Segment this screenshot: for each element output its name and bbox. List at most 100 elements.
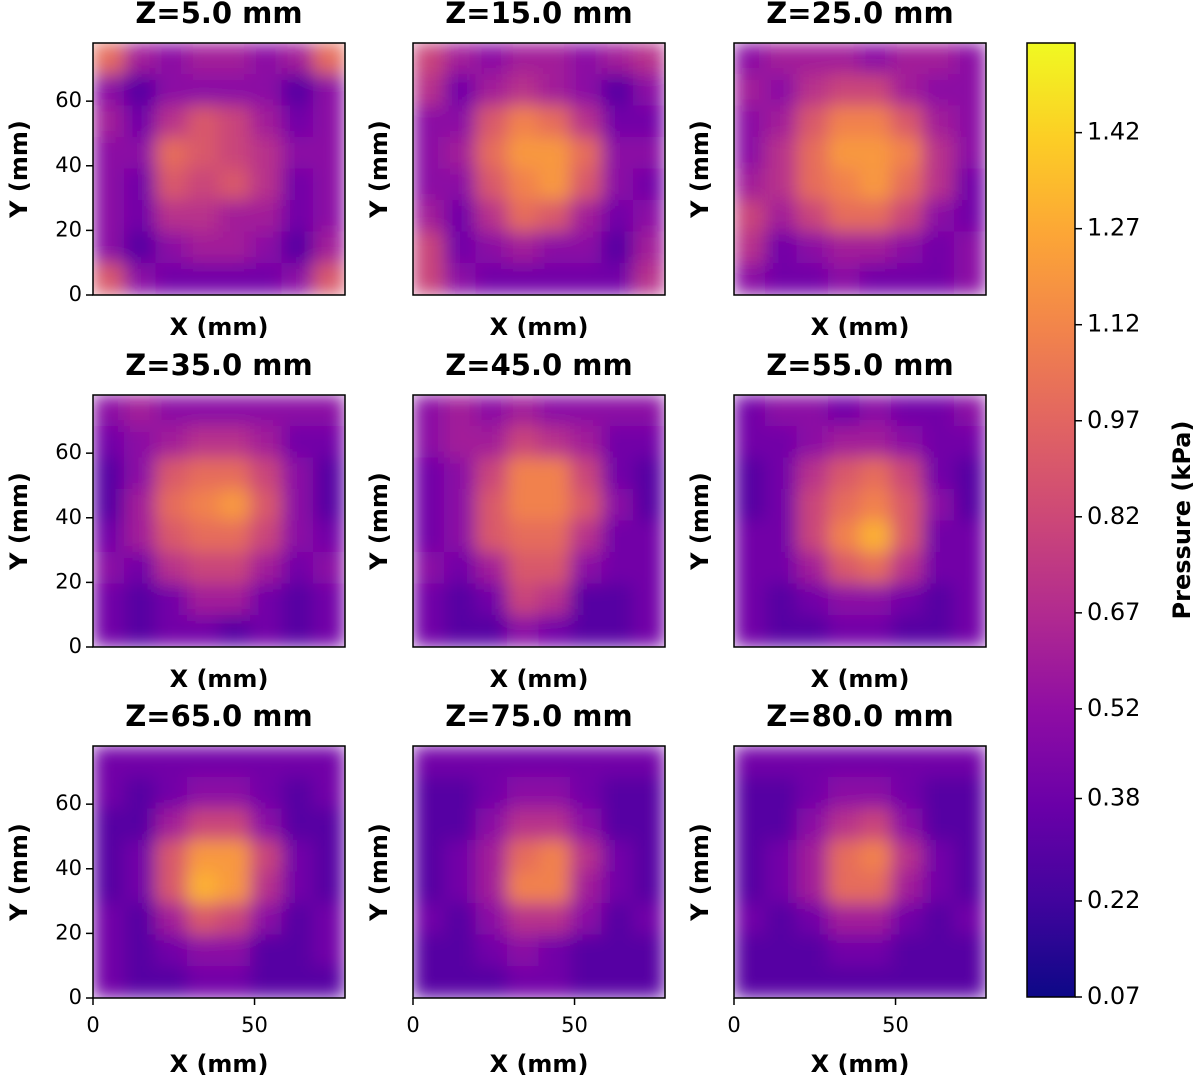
heat-cell — [413, 583, 445, 616]
heat-cell — [828, 105, 861, 138]
heat-cell — [891, 746, 924, 778]
heat-cell — [218, 583, 251, 616]
heat-cell — [281, 231, 314, 264]
heat-cell — [250, 871, 283, 904]
heat-cell — [954, 903, 986, 936]
heat-cell — [507, 934, 540, 967]
x-axis-label: X (mm) — [811, 665, 910, 693]
heat-cell — [250, 903, 283, 936]
heat-cell — [570, 395, 603, 427]
heat-cell — [475, 552, 508, 585]
heat-cell — [507, 105, 540, 138]
heat-cell — [859, 395, 892, 427]
heat-cell — [570, 615, 603, 647]
heat-cell — [475, 263, 508, 295]
plot-frame — [412, 394, 666, 648]
heat-cell — [922, 966, 955, 998]
heat-cell — [313, 426, 345, 459]
heat-cell — [922, 105, 955, 138]
heat-cell — [444, 457, 477, 490]
heat-cell — [507, 746, 540, 778]
y-tick-label: 20 — [55, 217, 82, 241]
heat-cell — [734, 168, 766, 201]
heat-cell — [570, 43, 603, 75]
heat-cell — [187, 263, 220, 295]
heat-cell — [734, 489, 766, 522]
heat-cell — [313, 777, 345, 810]
heat-cell — [155, 966, 188, 998]
heat-cell — [475, 746, 508, 778]
heat-cell — [218, 137, 251, 170]
heat-cell — [281, 457, 314, 490]
heat-cell — [413, 615, 445, 647]
heat-cell — [828, 263, 861, 295]
heat-cell — [218, 105, 251, 138]
heat-cell — [859, 966, 892, 998]
heat-cell — [250, 808, 283, 841]
heat-cell — [538, 552, 571, 585]
heat-cell — [93, 746, 125, 778]
heat-cell — [891, 105, 924, 138]
heat-cell — [187, 552, 220, 585]
heat-cell — [250, 520, 283, 553]
heat-cell — [734, 746, 766, 778]
heat-cell — [124, 934, 157, 967]
heat-cell — [93, 552, 125, 585]
heat-cell — [413, 200, 445, 233]
heat-cell — [281, 583, 314, 616]
heat-cell — [633, 934, 665, 967]
heat-cell — [796, 137, 829, 170]
heat-cell — [601, 168, 634, 201]
heat-cell — [281, 105, 314, 138]
plot-frame — [412, 745, 666, 999]
heat-cell — [796, 552, 829, 585]
heat-cell — [250, 840, 283, 873]
heat-cell — [538, 74, 571, 107]
heat-cell — [570, 137, 603, 170]
heat-cell — [313, 520, 345, 553]
heat-cell — [859, 777, 892, 810]
heat-cell — [281, 43, 314, 75]
heat-cell — [570, 903, 603, 936]
heat-cell — [891, 168, 924, 201]
heat-cell — [155, 746, 188, 778]
heat-cell — [124, 263, 157, 295]
heat-cell — [250, 934, 283, 967]
heat-cell — [124, 200, 157, 233]
heat-cell — [954, 74, 986, 107]
heat-cell — [218, 840, 251, 873]
panel-title: Z=80.0 mm — [766, 699, 953, 733]
heatmap-clip — [734, 43, 986, 295]
heat-cell — [187, 871, 220, 904]
heat-cell — [281, 966, 314, 998]
heat-cell — [954, 105, 986, 138]
heat-cell — [124, 426, 157, 459]
panel-title: Z=25.0 mm — [766, 0, 953, 30]
heat-cell — [313, 395, 345, 427]
heat-cell — [187, 168, 220, 201]
x-axis-label: X (mm) — [811, 1050, 910, 1078]
heat-cell — [859, 934, 892, 967]
heat-cell — [734, 74, 766, 107]
heat-cell — [124, 395, 157, 427]
plot-frame — [412, 42, 666, 296]
heat-cell — [954, 520, 986, 553]
heat-cell — [570, 871, 603, 904]
heat-cell — [891, 137, 924, 170]
heat-cell — [859, 74, 892, 107]
heat-cell — [444, 746, 477, 778]
heat-cell — [218, 520, 251, 553]
y-tick-label: 0 — [69, 985, 82, 1009]
heat-cell — [538, 746, 571, 778]
heat-cell — [859, 871, 892, 904]
heat-cell — [633, 395, 665, 427]
heat-cell — [413, 966, 445, 998]
heat-cell — [93, 43, 125, 75]
heat-cell — [601, 231, 634, 264]
heat-cell — [413, 105, 445, 138]
heat-cell — [828, 231, 861, 264]
heat-cell — [828, 840, 861, 873]
heat-cell — [93, 395, 125, 427]
heatmap-clip — [93, 746, 345, 998]
heat-cell — [93, 489, 125, 522]
